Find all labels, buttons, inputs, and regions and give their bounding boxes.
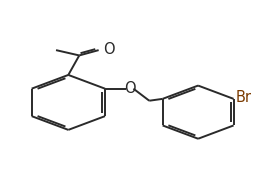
Text: Br: Br (236, 91, 252, 105)
Text: O: O (124, 81, 136, 96)
Text: O: O (103, 42, 115, 57)
